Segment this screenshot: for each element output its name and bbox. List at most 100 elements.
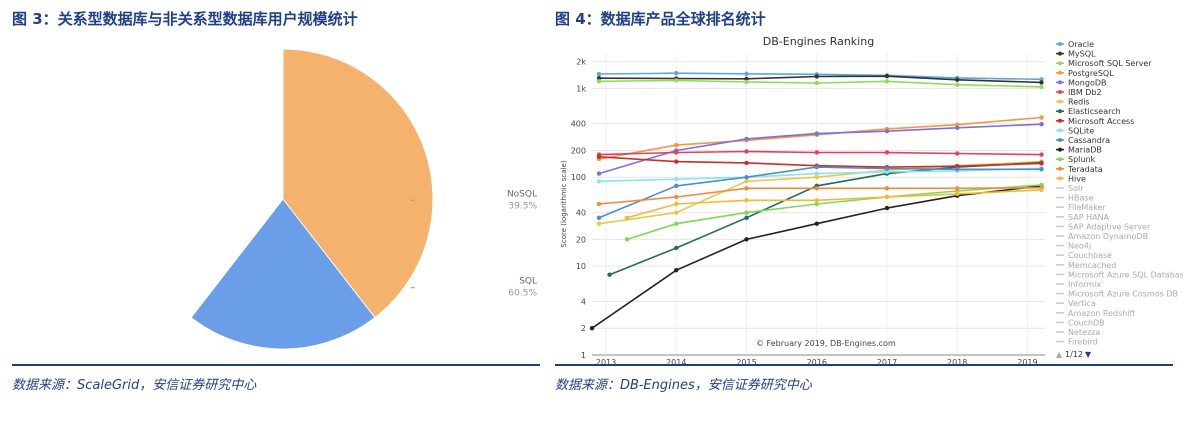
series-point-microsoft-sql-server [955,82,960,87]
y-tick-label: 20 [576,235,586,244]
series-line-mysql [598,75,1042,84]
series-point-microsoft-sql-server [744,79,749,85]
figure3-divider [12,364,540,366]
series-point-oracle [1039,77,1044,82]
copyright-annotation: © February 2019, DB-Engines.com [756,339,896,348]
legend-page-indicator: 1/12 [1065,350,1083,359]
series-point-mongodb [744,136,749,142]
legend-marker-mariadb [1058,147,1062,152]
series-point-cassandra [744,175,749,180]
y-tick-label: 40 [576,209,586,218]
series-point-splunk [624,237,630,242]
series-point-postgresql [955,122,960,127]
legend-next-page-icon: ▼ [1085,350,1092,359]
series-point-cassandra [884,166,890,171]
series-point-oracle [674,71,679,76]
series-point-microsoft-access [596,154,602,159]
series-point-teradata [955,186,960,191]
series-point-mysql [744,76,749,82]
legend-item-oracle: Oracle [1068,40,1094,49]
x-tick-label: 2015 [736,358,756,366]
figure4-source: 数据来源：DB-Engines，安信证券研究中心 [555,378,812,393]
figure4-title: 图 4：数据库产品全球排名统计 [555,10,766,28]
pie-slice-nosql [282,48,434,319]
series-point-mysql [884,74,890,79]
series-point-sqlite [814,171,819,176]
legend-marker-mysql [1058,51,1062,56]
legend-item-memcached: Memcached [1068,261,1116,270]
legend-item-sqlite: SQLite [1068,126,1094,135]
series-point-cassandra [1039,167,1044,172]
series-point-mysql [596,76,602,81]
series-point-ibm-db2 [884,150,890,155]
series-point-sqlite [884,169,890,175]
figure3-title: 图 3：关系型数据库与非关系型数据库用户规模统计 [12,10,358,28]
series-point-microsoft-sql-server [814,80,819,86]
series-point-elasticsearch [674,245,679,251]
legend-item-ibm-db2: IBM Db2 [1068,88,1102,97]
series-point-mongodb [955,125,960,131]
series-point-ibm-db2 [955,151,960,156]
y-axis-label: Score (logarithmic scale) [560,160,568,247]
series-point-microsoft-sql-server [674,78,679,83]
y-tick-label: 1 [581,351,586,360]
series-point-oracle [596,71,602,77]
legend-item-hive: Hive [1068,174,1086,183]
series-point-redis [744,179,749,184]
series-point-ibm-db2 [744,149,749,154]
series-point-hive [744,198,749,203]
series-point-teradata [744,186,749,191]
y-tick-label: 10 [576,262,586,271]
legend-marker-mongodb [1058,80,1062,85]
legend-item-filemaker: FileMaker [1068,203,1106,212]
legend-item-couchdb: CouchDB [1068,318,1105,327]
series-point-mongodb [884,128,890,134]
legend-item-solr: Solr [1068,184,1084,193]
legend-item-microsoft-access: Microsoft Access [1068,117,1134,126]
series-point-hive [1039,187,1044,193]
series-point-elasticsearch [607,272,612,277]
pie-label-nosql: NoSQL [507,189,537,199]
legend-marker-redis [1058,99,1062,104]
series-point-hive [674,201,679,207]
x-tick-label: 2016 [807,358,827,366]
series-point-mongodb [814,131,819,136]
legend-item-sap-adaptive-server: SAP Adaptive Server [1068,222,1151,231]
series-point-ibm-db2 [674,150,679,155]
series-point-teradata [674,194,679,200]
x-tick-label: 2019 [1017,358,1037,366]
legend-marker-microsoft-sql-server [1058,61,1062,66]
series-point-teradata [884,186,890,191]
y-tick-label: 1k [576,84,586,93]
pie-label-sql: SQL [519,277,537,287]
ranking-line-chart: DB-Engines Ranking 1 2 4 10 20 40 100 200 400 1k 2k… [560,35,1183,366]
series-point-microsoft-sql-server [596,79,602,84]
series-point-mysql [955,77,960,82]
y-tick-label: 400 [571,120,586,129]
series-point-mariadb [674,267,679,273]
legend-item-microsoft-azure-sql-database: Microsoft Azure SQL Database [1068,270,1183,279]
series-point-microsoft-access [1039,161,1044,166]
series-point-mariadb [744,237,749,242]
x-tick-label: 2017 [877,358,897,366]
series-point-cassandra [955,167,960,172]
legend-marker-elasticsearch [1058,109,1062,114]
legend-item-amazon-dynamodb: Amazon DynamoDB [1068,232,1148,241]
legend-item-microsoft-sql-server: Microsoft SQL Server [1068,59,1152,68]
ranking-chart-title: DB-Engines Ranking [763,35,874,48]
series-point-microsoft-access [744,160,749,166]
series-point-sqlite [674,177,679,182]
series-point-cassandra [814,164,819,170]
series-point-microsoft-access [674,159,679,164]
legend-marker-sqlite [1058,128,1062,133]
legend-item-redis: Redis [1068,98,1090,107]
series-point-mysql [814,74,819,79]
series-point-teradata [814,186,819,191]
series-point-postgresql [674,142,679,148]
series-point-microsoft-access [955,164,960,169]
series-point-mariadb [814,221,819,226]
series-line-microsoft-access [598,156,1042,168]
x-tick-label: 2018 [947,358,967,366]
series-point-splunk [814,201,819,207]
legend-marker-postgresql [1058,70,1062,75]
